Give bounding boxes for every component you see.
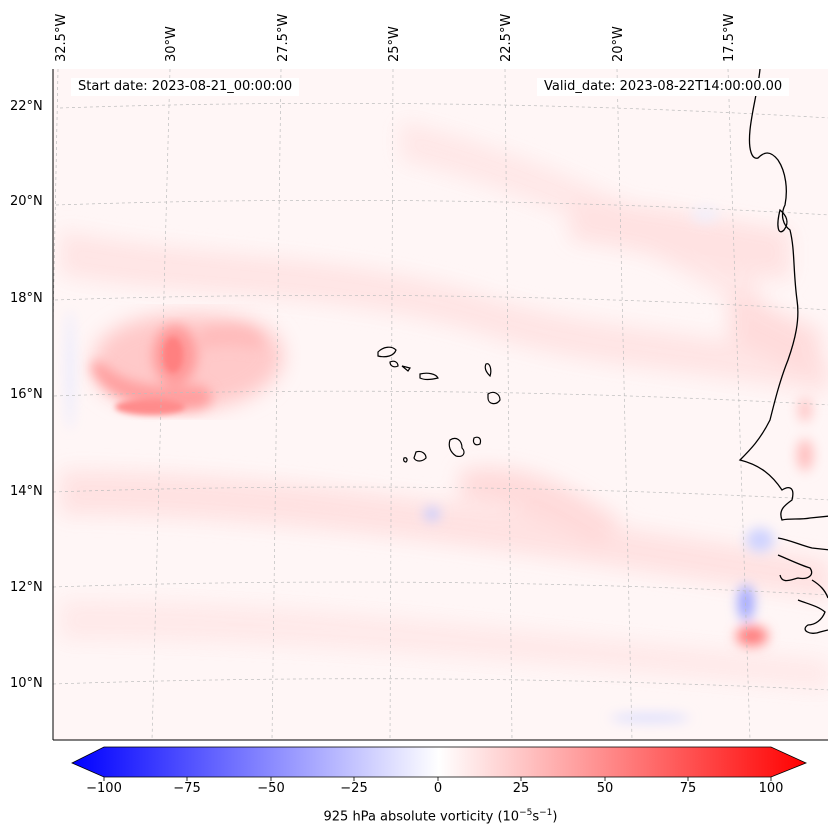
start-date-label: Start date: 2023-08-21_00:00:00 (71, 78, 300, 96)
graticule (53, 69, 828, 740)
lon-label: 22.5°W (499, 13, 514, 62)
lon-label: 25°W (387, 26, 402, 62)
colorbar-tick-label: 50 (596, 781, 614, 796)
lat-label: 10°N (10, 676, 43, 691)
valid-date-label: Valid_date: 2023-08-22T14:00:00.00 (537, 78, 790, 96)
colorbar-tick-label: −50 (257, 781, 285, 796)
lat-label: 12°N (10, 580, 43, 595)
lon-label: 17.5°W (722, 13, 737, 62)
colorbar-tick-label: 75 (679, 781, 697, 796)
lon-label: 20°W (611, 26, 626, 62)
colorbar-tick-label: −75 (173, 781, 201, 796)
colorbar-tick-label: 100 (758, 781, 784, 796)
lat-label: 20°N (10, 194, 43, 209)
lat-label: 14°N (10, 484, 43, 499)
colorbar-tick-label: −25 (340, 781, 368, 796)
lon-label: 30°W (164, 26, 179, 62)
colorbar-title: 925 hPa absolute vorticity (10−5s−1) (323, 808, 558, 825)
vorticity-field (53, 69, 828, 740)
lon-label: 32.5°W (54, 13, 69, 62)
lat-label: 16°N (10, 387, 43, 402)
lat-label: 22°N (10, 99, 43, 114)
colorbar-tick-label: 25 (512, 781, 530, 796)
lat-label: 18°N (10, 291, 43, 306)
colorbar-tick-label: 0 (433, 781, 443, 796)
lon-label: 27.5°W (276, 13, 291, 62)
coastline-west-africa (738, 69, 828, 634)
cape-verde-islands (377, 346, 501, 463)
colorbar (71, 746, 808, 781)
colorbar-tick-label: −100 (86, 781, 122, 796)
